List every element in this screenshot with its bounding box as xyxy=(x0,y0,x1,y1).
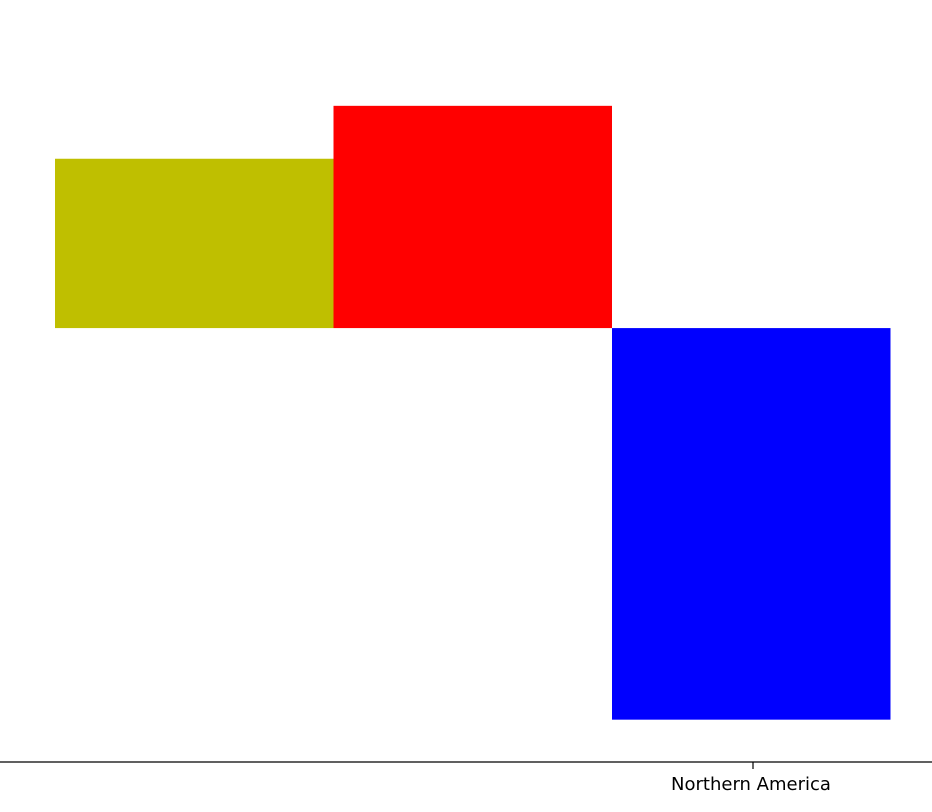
x-tick-label: Northern America xyxy=(671,774,831,795)
bars-layer xyxy=(55,105,891,720)
bar-1 xyxy=(333,105,612,329)
bar-0 xyxy=(55,158,334,329)
bar-2 xyxy=(612,328,891,720)
